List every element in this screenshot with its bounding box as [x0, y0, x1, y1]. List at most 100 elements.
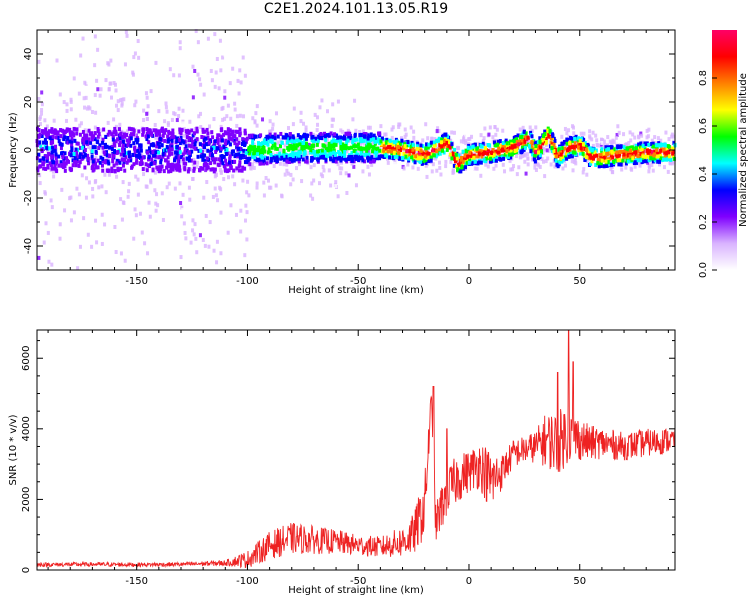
spectrogram-cell: [316, 139, 320, 144]
spectrogram-cell: [479, 133, 483, 138]
spectrogram-cell: [386, 149, 390, 154]
spectrogram-cell: [110, 169, 114, 174]
spectrogram-cell: [636, 158, 640, 163]
spectrogram-cell: [386, 160, 390, 165]
spectrogram-cell: [478, 148, 482, 153]
spectrogram-cell: [150, 157, 154, 162]
spectrogram-cell: [54, 135, 58, 140]
spectrogram-cell: [187, 185, 191, 190]
spectrogram-cell: [222, 145, 226, 150]
spectrogram-cell: [581, 142, 585, 147]
spectrogram-cell: [220, 138, 224, 143]
spectrogram-cell: [105, 168, 109, 173]
spectrogram-cell: [403, 149, 407, 154]
spectrogram-cell: [651, 156, 655, 161]
spectrogram-cell: [219, 210, 223, 215]
spectrogram-cell: [49, 162, 53, 167]
spectrogram-cell: [345, 190, 349, 195]
spectrogram-cell: [86, 232, 90, 237]
spectrogram-cell: [304, 134, 308, 139]
spectrogram-cell: [366, 164, 370, 169]
spectrogram-cell: [59, 134, 63, 139]
spectrogram-cell: [352, 144, 356, 149]
spectrogram-cell: [191, 64, 195, 69]
spectrogram-cell: [147, 200, 151, 205]
spectrogram-cell: [459, 152, 463, 157]
spectrogram-cell: [396, 142, 400, 147]
spectrogram-cell: [215, 260, 219, 265]
spectrogram-cell: [85, 130, 89, 135]
spectrogram-cell: [570, 136, 574, 141]
spectrogram-cell: [667, 154, 671, 159]
spectrogram-cell: [217, 157, 221, 162]
spectrogram-cell: [618, 152, 622, 157]
spectrogram-cell: [578, 138, 582, 143]
spectrogram-cell: [147, 157, 151, 162]
spectrogram-cell: [177, 150, 181, 155]
spectrogram-cell: [536, 153, 540, 158]
spectrogram-cell: [449, 159, 453, 164]
spectrogram-cell: [297, 150, 301, 155]
spectrogram-cell: [503, 161, 507, 166]
spectrogram-cell: [585, 159, 589, 164]
spectrogram-cell: [87, 137, 91, 142]
spectrogram-cell: [463, 156, 467, 161]
spectrogram-cell: [241, 55, 245, 60]
spectrogram-cell: [96, 158, 100, 163]
spectrogram-cell: [354, 150, 358, 155]
spectrogram-cell: [143, 151, 147, 156]
spectrogram-cell: [121, 200, 125, 205]
spectrogram-cell: [663, 142, 667, 147]
spectrogram-cell: [123, 258, 127, 263]
spectrogram-cell: [97, 145, 101, 150]
spectrogram-cell: [403, 127, 407, 132]
spectrogram-cell: [269, 152, 273, 157]
spectrogram-cell: [176, 156, 180, 161]
y-tick-label: 0: [21, 567, 32, 573]
spectrogram-cell: [523, 145, 527, 150]
spectrogram-cell: [83, 80, 87, 85]
spectrogram-cell: [362, 132, 366, 137]
spectrogram-cell: [315, 142, 319, 147]
spectrogram-cell: [651, 159, 655, 164]
spectrogram-cell: [107, 62, 111, 67]
spectrogram-cell: [565, 151, 569, 156]
spectrogram-cell: [235, 142, 239, 147]
spectrogram-cell: [597, 164, 601, 169]
snr-x-axis-label: Height of straight line (km): [288, 585, 424, 596]
spectrogram-cell: [59, 146, 63, 151]
spectrogram-cell: [93, 34, 97, 39]
spectrogram-cell: [74, 158, 78, 163]
spectrogram-cell: [313, 153, 317, 158]
spectrogram-cell: [325, 133, 329, 138]
spectrogram-cell: [49, 152, 53, 157]
spectrogram-cell: [172, 135, 176, 140]
spectrogram-cell: [273, 158, 277, 163]
spectrogram-cell: [497, 146, 501, 151]
spectrogram-cell: [121, 144, 125, 149]
spectrogram-cell: [112, 117, 116, 122]
spectrogram-cell: [620, 149, 624, 154]
figure-title: C2E1.2024.101.13.05.R19: [263, 1, 449, 17]
spectrogram-cell: [176, 159, 180, 164]
spectrogram-cell: [459, 139, 463, 144]
spectrogram-cell: [305, 155, 309, 160]
spectrogram-cell: [36, 168, 40, 173]
spectrogram-cell: [517, 139, 521, 144]
spectrogram-cell: [51, 160, 55, 165]
spectrogram-cell: [508, 146, 512, 151]
spectrogram-cell: [549, 162, 553, 167]
spectrogram-cell: [78, 244, 82, 249]
spectrogram-cell: [596, 157, 600, 162]
spectrogram-cell: [317, 153, 321, 158]
spectrogram-cell: [382, 144, 386, 149]
spectrogram-cell: [330, 123, 334, 128]
spectrogram-cell: [163, 130, 167, 135]
spectrogram-cell: [319, 155, 323, 160]
spectrogram-cell: [444, 164, 448, 169]
spectrogram-cell: [316, 149, 320, 154]
spectrogram-cell: [178, 127, 182, 132]
spectrogram-cell: [309, 158, 313, 163]
spectrogram-cell: [142, 108, 146, 113]
